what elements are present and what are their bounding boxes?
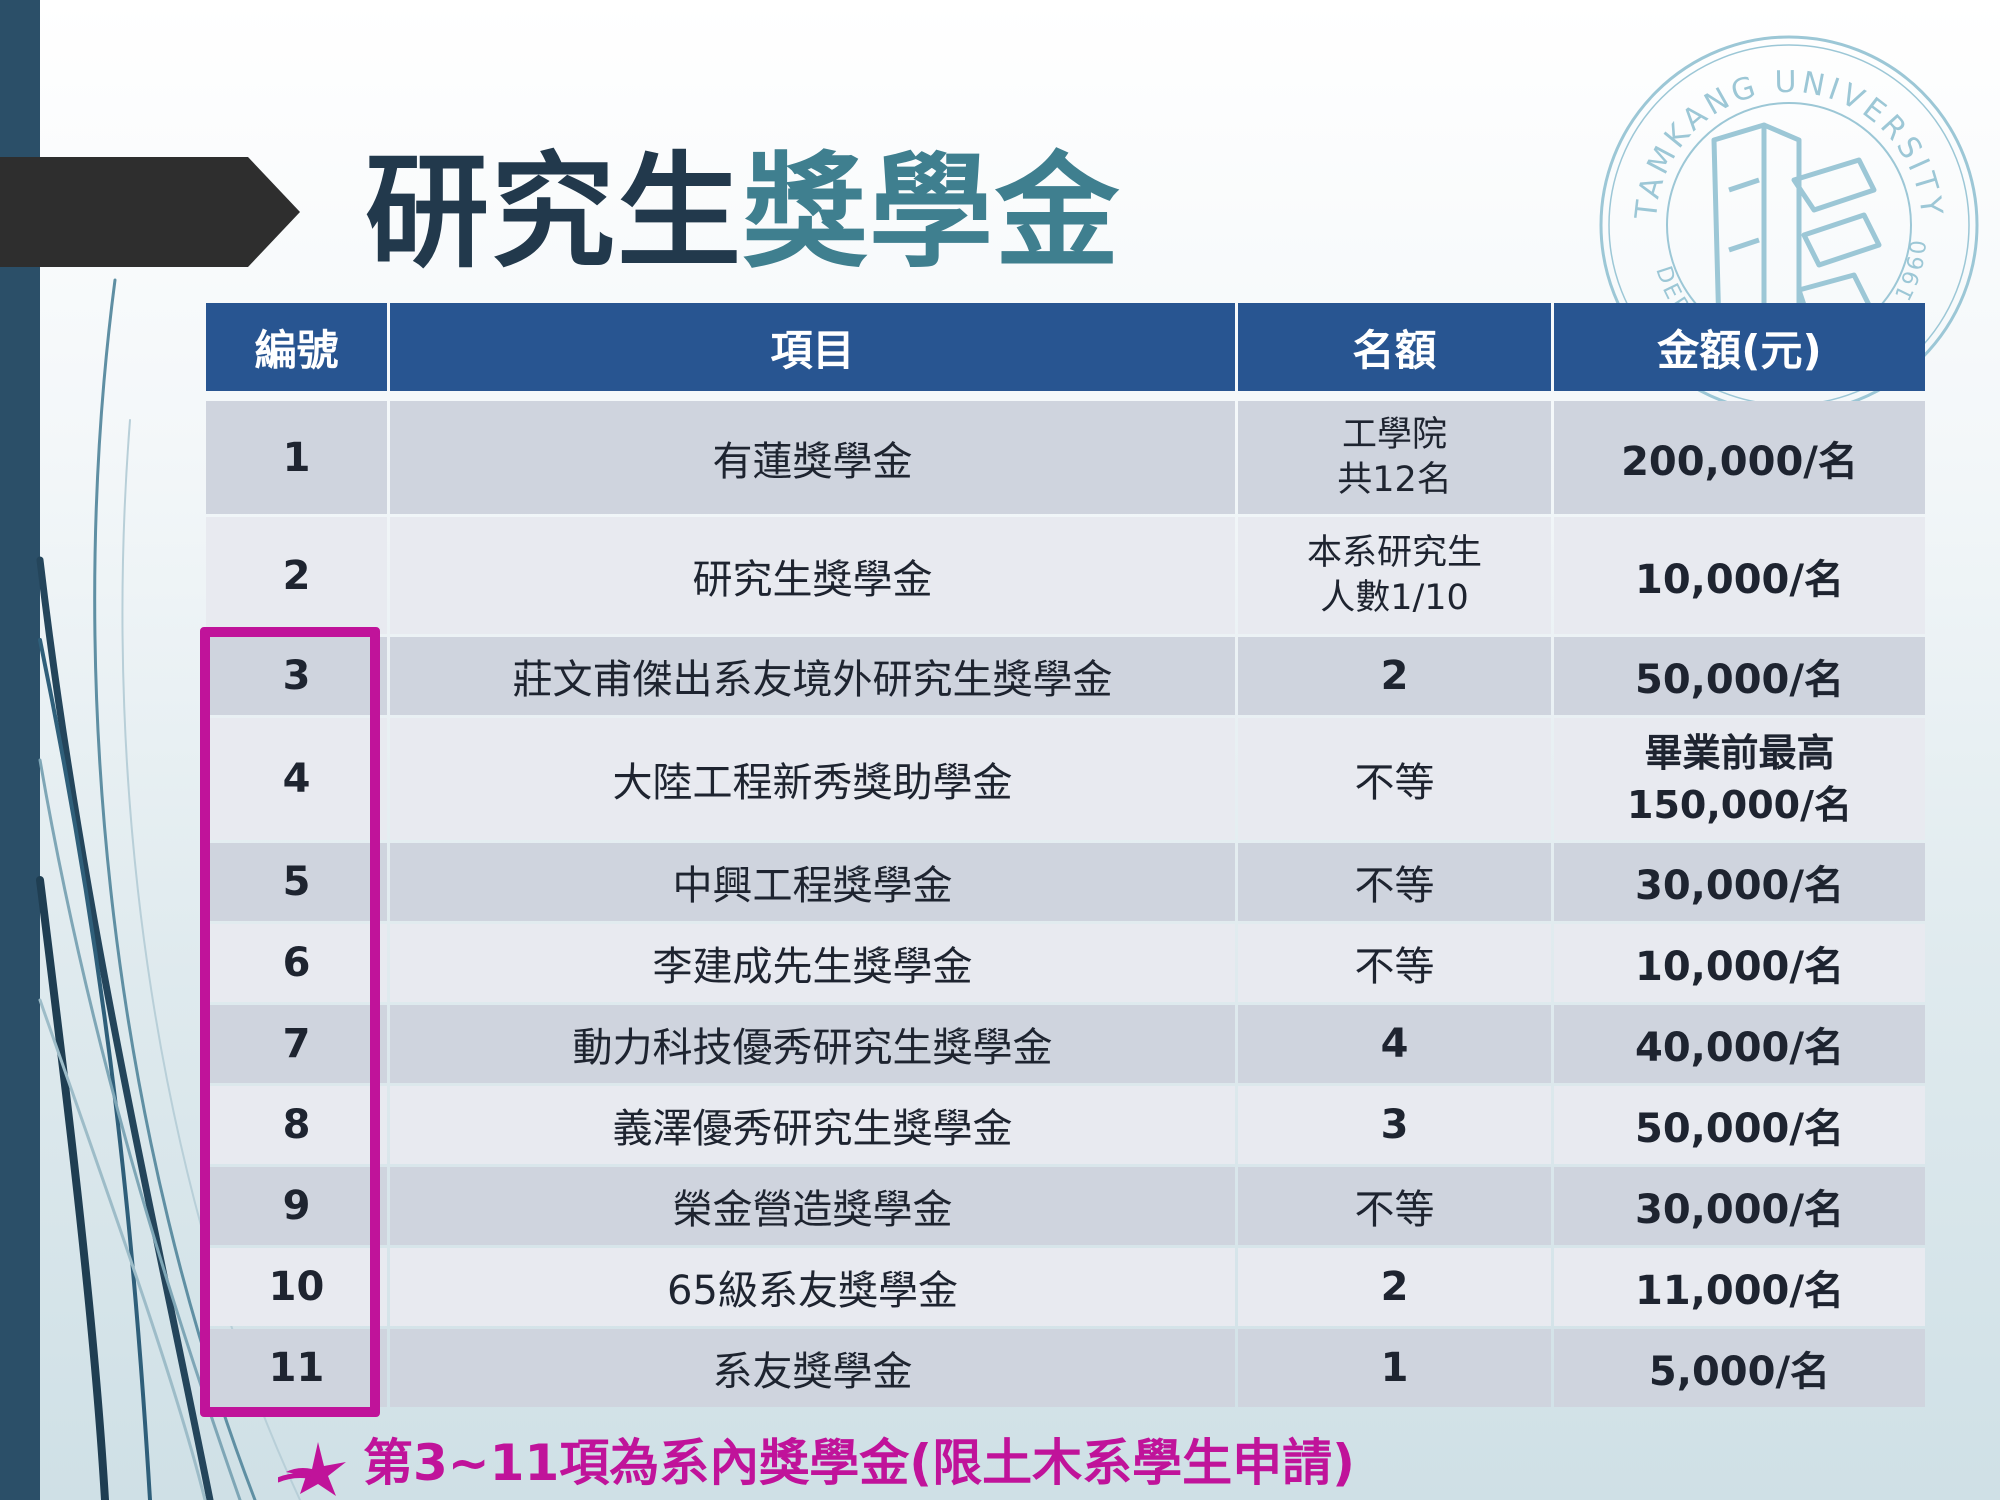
row-quota: 4 xyxy=(1238,1005,1551,1083)
row-amount: 50,000/名 xyxy=(1554,1086,1925,1164)
quota-line: 共12名 xyxy=(1337,459,1452,500)
row-quota: 不等 xyxy=(1238,1167,1551,1245)
row-item: 動力科技優秀研究生獎學金 xyxy=(390,1005,1235,1083)
row-item: 義澤優秀研究生獎學金 xyxy=(390,1086,1235,1164)
footnote: 第3~11項為系內獎學金(限土木系學生申請) xyxy=(363,1434,1355,1492)
table-row: 8 義澤優秀研究生獎學金 3 50,000/名 xyxy=(206,1086,1925,1164)
row-amount: 200,000/名 xyxy=(1554,401,1925,514)
row-quota: 本系研究生 人數1/10 xyxy=(1238,517,1551,634)
highlight-frame xyxy=(200,627,380,1417)
svg-text:TAMKANG UNIVERSITY: TAMKANG UNIVERSITY xyxy=(1629,65,1949,222)
table-row: 11 系友獎學金 1 5,000/名 xyxy=(206,1329,1925,1407)
row-amount: 30,000/名 xyxy=(1554,1167,1925,1245)
arrow-pentagon-icon xyxy=(0,157,300,267)
row-amount: 10,000/名 xyxy=(1554,924,1925,1002)
header-item: 項目 xyxy=(390,303,1235,391)
table-row: 1 有蓮獎學金 工學院 共12名 200,000/名 xyxy=(206,401,1925,514)
row-number: 9 xyxy=(206,1167,387,1245)
table-row: 3 莊文甫傑出系友境外研究生獎學金 2 50,000/名 xyxy=(206,637,1925,715)
table-row: 9 榮金營造獎學金 不等 30,000/名 xyxy=(206,1167,1925,1245)
quota-line: 人數1/10 xyxy=(1320,577,1469,618)
row-number: 1 xyxy=(206,401,387,514)
header-quota: 名額 xyxy=(1238,303,1551,391)
header-number: 編號 xyxy=(206,303,387,391)
table-row: 7 動力科技優秀研究生獎學金 4 40,000/名 xyxy=(206,1005,1925,1083)
row-quota: 不等 xyxy=(1238,718,1551,840)
row-number: 8 xyxy=(206,1086,387,1164)
row-quota: 2 xyxy=(1238,1248,1551,1326)
row-item: 有蓮獎學金 xyxy=(390,401,1235,514)
table-row: 4 大陸工程新秀獎助學金 不等 畢業前最高 150,000/名 xyxy=(206,718,1925,840)
table-row: 2 研究生獎學金 本系研究生 人數1/10 10,000/名 xyxy=(206,517,1925,634)
row-quota: 3 xyxy=(1238,1086,1551,1164)
row-item: 65級系友獎學金 xyxy=(390,1248,1235,1326)
page-title: 研究生獎學金 xyxy=(365,138,1121,288)
row-amount: 40,000/名 xyxy=(1554,1005,1925,1083)
row-number: 10 xyxy=(206,1248,387,1326)
row-quota: 2 xyxy=(1238,637,1551,715)
table-row: 10 65級系友獎學金 2 11,000/名 xyxy=(206,1248,1925,1326)
row-quota: 1 xyxy=(1238,1329,1551,1407)
row-number: 3 xyxy=(206,637,387,715)
row-item: 榮金營造獎學金 xyxy=(390,1167,1235,1245)
row-amount: 11,000/名 xyxy=(1554,1248,1925,1326)
row-item: 研究生獎學金 xyxy=(390,517,1235,634)
row-amount: 畢業前最高 150,000/名 xyxy=(1554,718,1925,840)
row-amount: 10,000/名 xyxy=(1554,517,1925,634)
scholarship-table: 編號 項目 名額 金額(元) 1 有蓮獎學金 工學院 共12名 200,000/名… xyxy=(203,300,1928,1410)
row-quota: 不等 xyxy=(1238,843,1551,921)
quota-line: 本系研究生 xyxy=(1306,532,1482,573)
table-row: 6 李建成先生獎學金 不等 10,000/名 xyxy=(206,924,1925,1002)
row-item: 大陸工程新秀獎助學金 xyxy=(390,718,1235,840)
row-quota: 工學院 共12名 xyxy=(1238,401,1551,514)
row-amount: 5,000/名 xyxy=(1554,1329,1925,1407)
quota-line: 工學院 xyxy=(1341,414,1447,455)
table-header-row: 編號 項目 名額 金額(元) xyxy=(206,303,1925,391)
row-number: 6 xyxy=(206,924,387,1002)
header-amount: 金額(元) xyxy=(1554,303,1925,391)
row-number: 11 xyxy=(206,1329,387,1407)
row-item: 系友獎學金 xyxy=(390,1329,1235,1407)
star-icon xyxy=(278,1442,346,1496)
row-number: 5 xyxy=(206,843,387,921)
title-part-2: 獎學金 xyxy=(743,141,1122,285)
row-item: 李建成先生獎學金 xyxy=(390,924,1235,1002)
amount-line: 150,000/名 xyxy=(1627,783,1852,827)
amount-line: 畢業前最高 xyxy=(1644,731,1835,775)
row-number: 2 xyxy=(206,517,387,634)
table-row: 5 中興工程獎學金 不等 30,000/名 xyxy=(206,843,1925,921)
row-amount: 30,000/名 xyxy=(1554,843,1925,921)
row-quota: 不等 xyxy=(1238,924,1551,1002)
row-amount: 50,000/名 xyxy=(1554,637,1925,715)
row-number: 7 xyxy=(206,1005,387,1083)
row-number: 4 xyxy=(206,718,387,840)
title-part-1: 研究生 xyxy=(365,141,744,285)
row-item: 中興工程獎學金 xyxy=(390,843,1235,921)
seal-text-top: TAMKANG UNIVERSITY xyxy=(1629,65,1945,222)
row-item: 莊文甫傑出系友境外研究生獎學金 xyxy=(390,637,1235,715)
